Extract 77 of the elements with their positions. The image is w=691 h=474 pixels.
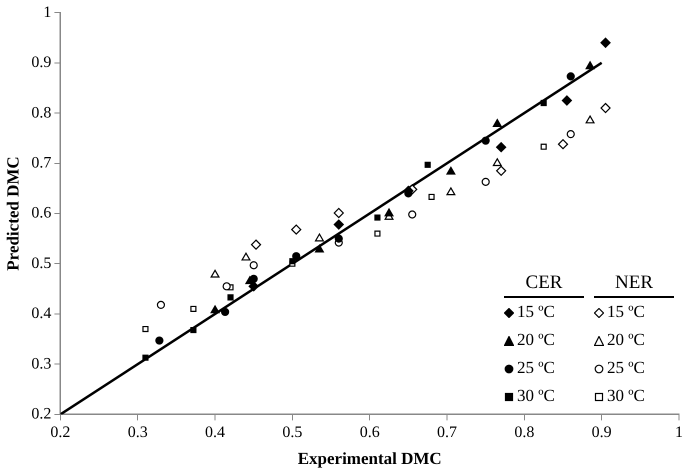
point: [334, 219, 344, 230]
point: [190, 326, 196, 334]
y-tick-label: 0.9: [31, 54, 52, 72]
x-tick-label: 0.2: [50, 424, 70, 442]
point: [248, 281, 259, 292]
x-tick-label: 1: [675, 424, 683, 442]
legend-label: 15 ºC: [607, 302, 645, 322]
point: [446, 187, 456, 196]
y-tick-label: 0.7: [31, 154, 52, 172]
point: [384, 208, 394, 216]
point: [292, 252, 300, 260]
legend-label: 20 ºC: [517, 330, 555, 350]
point: [408, 210, 416, 219]
point: [334, 234, 343, 243]
point: [492, 158, 502, 166]
point: [314, 244, 324, 253]
point: [424, 162, 431, 168]
annotation: NER: [594, 272, 674, 298]
y-tick-label: 0.6: [31, 204, 52, 222]
x-axis-title: Experimental DMC: [298, 449, 442, 468]
x-tick-label: 0.7: [437, 424, 458, 442]
point: [241, 252, 250, 261]
point: [566, 130, 575, 138]
legend-label: 30 ºC: [517, 386, 555, 406]
y-tick-label: 0.5: [31, 254, 52, 272]
point: [221, 308, 230, 316]
point: [210, 305, 220, 314]
point: [482, 178, 490, 186]
x-tick-label: 0.6: [360, 424, 380, 442]
point: [156, 300, 166, 310]
point: [586, 61, 595, 70]
legend-label: 30 ºC: [607, 386, 645, 406]
point: [222, 282, 231, 290]
point: [314, 234, 324, 242]
point: [142, 354, 149, 361]
point: [291, 224, 302, 235]
point: [446, 166, 456, 175]
point: [227, 294, 234, 300]
point: [155, 336, 164, 345]
point: [428, 194, 435, 200]
y-tick-label: 0.3: [31, 355, 52, 372]
legend-label: 25 ºC: [517, 358, 555, 378]
x-tick-label: 0.5: [282, 424, 302, 442]
point: [496, 142, 506, 152]
point: [540, 144, 547, 150]
y-tick-label: 0.8: [31, 104, 52, 122]
x-tick-label: 0.3: [128, 424, 148, 442]
point: [492, 119, 502, 127]
point: [562, 95, 572, 106]
legend-label: 20 ºC: [607, 330, 645, 350]
point: [289, 258, 296, 264]
point: [586, 115, 595, 124]
point: [250, 240, 262, 250]
point: [496, 166, 506, 176]
y-axis-title: Predicted DMC: [4, 156, 23, 271]
y-tick-label: 0.2: [31, 406, 52, 423]
point: [558, 139, 568, 150]
x-tick-label: 0.4: [205, 424, 226, 442]
point: [566, 72, 575, 80]
point: [374, 230, 381, 237]
point: [250, 261, 258, 270]
y-tick-label: 1: [43, 4, 52, 21]
point: [540, 100, 547, 106]
point: [334, 208, 344, 218]
legend-label: 25 ºC: [607, 358, 645, 378]
point: [374, 214, 381, 221]
point: [482, 136, 490, 145]
x-tick-label: 0.8: [514, 424, 534, 442]
point: [210, 270, 220, 278]
point: [190, 306, 196, 312]
point: [600, 102, 611, 114]
x-tick-label: 0.9: [592, 424, 612, 442]
legend-label: 15 ºC: [517, 302, 555, 322]
point: [142, 326, 149, 332]
y-tick-label: 0.4: [31, 305, 52, 322]
point: [600, 38, 611, 48]
annotation: CER: [504, 272, 584, 298]
